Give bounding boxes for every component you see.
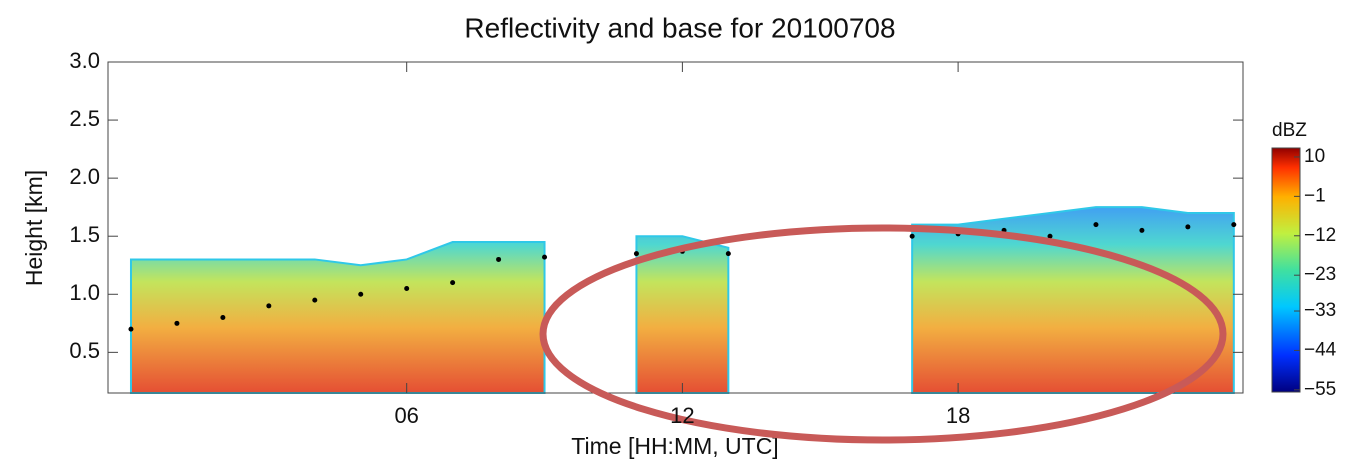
cloud-base-point xyxy=(404,285,410,291)
y-tick-label: 0.5 xyxy=(69,338,100,363)
colorbar-tick-label: −44 xyxy=(1304,339,1337,360)
cloud-base-point xyxy=(128,326,134,332)
echo-area xyxy=(129,206,1235,394)
cloud-base-point xyxy=(220,315,226,321)
plot-frame xyxy=(107,61,1244,394)
colorbar-tick-label: −23 xyxy=(1304,264,1336,285)
cloud-base-point xyxy=(1185,224,1191,230)
cloud-base-point xyxy=(450,280,456,286)
cloud-base-point xyxy=(909,233,915,239)
y-tick-label: 2.0 xyxy=(69,164,100,189)
y-tick-label: 3.0 xyxy=(69,48,100,73)
cloud-base-point xyxy=(542,254,548,260)
cloud-base-point xyxy=(1139,227,1145,233)
highlight-ellipse xyxy=(539,224,1227,444)
y-tick-label: 1.0 xyxy=(69,280,100,305)
colorbar-tick-label: −55 xyxy=(1304,379,1336,400)
cloud-base-point xyxy=(1047,233,1053,239)
colorbar-tick-label: −12 xyxy=(1304,225,1336,246)
cloud-base-point xyxy=(1231,222,1237,228)
x-tick-label: 06 xyxy=(394,403,418,428)
cloud-base-point xyxy=(1093,222,1099,228)
y-tick-label: 2.5 xyxy=(69,106,100,131)
cloud-base-point xyxy=(358,291,364,297)
colorbar xyxy=(1271,147,1301,393)
colorbar-tick-label: −1 xyxy=(1304,185,1326,206)
y-axis-label: Height [km] xyxy=(21,170,47,286)
colorbar-tick-label: −33 xyxy=(1304,300,1336,321)
cloud-base-point xyxy=(633,251,639,257)
x-tick-label: 18 xyxy=(946,403,970,428)
y-tick-label: 1.5 xyxy=(69,222,100,247)
cloud-base-point xyxy=(496,256,502,262)
colorbar-tick-label: 10 xyxy=(1304,146,1325,167)
chart-title: Reflectivity and base for 20100708 xyxy=(464,12,895,43)
cloud-base-point xyxy=(312,297,318,303)
x-tick-label: 12 xyxy=(670,403,694,428)
x-axis-label: Time [HH:MM, UTC] xyxy=(571,433,778,459)
colorbar-label: dBZ xyxy=(1272,120,1307,141)
cloud-base-point xyxy=(725,251,731,257)
cloud-base-point xyxy=(266,303,272,309)
cloud-base-point xyxy=(174,320,180,326)
